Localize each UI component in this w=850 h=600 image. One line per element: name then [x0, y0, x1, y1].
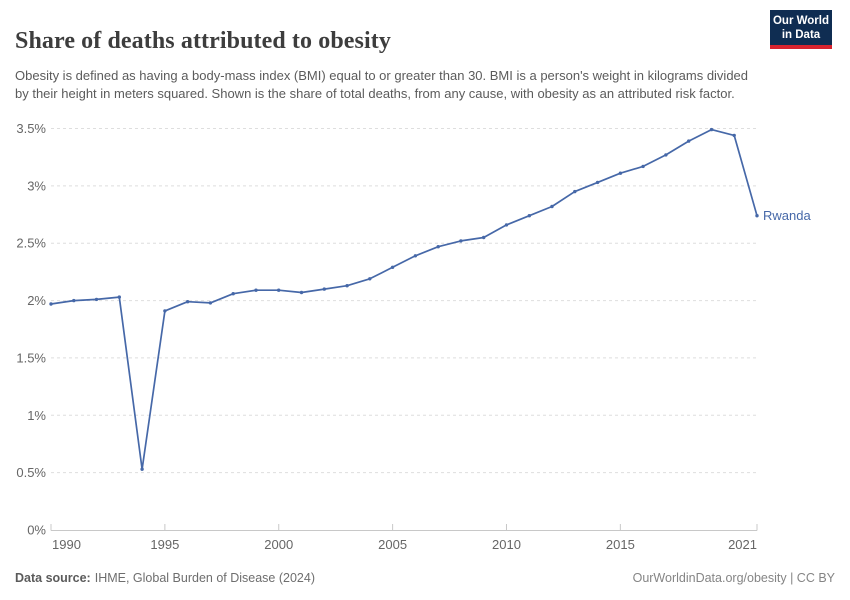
y-axis-tick-label: 3.5% [16, 121, 46, 136]
x-axis-tick-label: 2005 [378, 537, 407, 552]
data-point[interactable] [573, 189, 577, 194]
series-end-label-rwanda[interactable]: Rwanda [763, 208, 811, 223]
x-axis-tick-label: 2010 [492, 537, 521, 552]
data-point[interactable] [595, 180, 600, 185]
x-axis-tick-label: 2021 [728, 537, 757, 552]
data-point[interactable] [550, 204, 554, 209]
data-point[interactable] [482, 235, 486, 240]
owid-logo-line2: in Data [781, 28, 821, 41]
chart-footer: Data source: IHME, Global Burden of Disea… [15, 571, 835, 587]
data-point[interactable] [49, 302, 53, 306]
data-point[interactable] [94, 297, 99, 302]
data-point[interactable] [185, 300, 190, 304]
data-source-note: Data source: IHME, Global Burden of Disea… [15, 571, 315, 585]
data-point[interactable] [345, 284, 349, 288]
x-axis-tick-label: 1990 [52, 537, 81, 552]
y-axis-tick-label: 2% [27, 293, 46, 308]
data-point[interactable] [277, 288, 281, 292]
y-axis-tick-label: 1% [27, 408, 46, 423]
data-point[interactable] [72, 298, 76, 303]
data-point[interactable] [732, 133, 736, 138]
data-point[interactable] [641, 164, 645, 169]
chart-subtitle: Obesity is defined as having a body-mass… [15, 68, 749, 101]
data-point[interactable] [140, 467, 144, 471]
data-point[interactable] [390, 265, 395, 269]
attribution-link[interactable]: OurWorldinData.org/obesity | CC BY [632, 571, 835, 585]
page-title: Share of deaths attributed to obesity [15, 28, 391, 55]
data-source-text: IHME, Global Burden of Disease (2024) [94, 571, 315, 585]
data-point[interactable] [709, 127, 714, 132]
y-axis-tick-label: 0.5% [16, 465, 46, 480]
data-point[interactable] [322, 287, 326, 291]
owid-logo-line1: Our World [772, 14, 829, 27]
data-point[interactable] [527, 214, 531, 218]
y-axis-tick-label: 0% [27, 523, 46, 538]
data-point[interactable] [117, 295, 122, 299]
data-point[interactable] [664, 153, 668, 157]
data-point[interactable] [504, 223, 509, 227]
data-point[interactable] [163, 309, 167, 313]
y-axis-tick-label: 2.5% [16, 236, 46, 251]
data-point[interactable] [231, 292, 235, 296]
series-line-rwanda[interactable] [50, 128, 758, 471]
data-point[interactable] [254, 288, 258, 292]
data-point[interactable] [208, 301, 213, 305]
y-axis-tick-label: 1.5% [16, 350, 46, 365]
data-source-label: Data source: [15, 571, 91, 585]
x-axis-tick-label: 2015 [606, 537, 635, 552]
data-point[interactable] [755, 214, 759, 218]
y-axis-tick-label: 3% [27, 178, 46, 193]
data-point[interactable] [459, 239, 463, 243]
data-point[interactable] [436, 245, 440, 249]
x-axis-tick-label: 1995 [150, 537, 179, 552]
data-point[interactable] [413, 254, 418, 258]
owid-logo[interactable]: Our World in Data [770, 10, 832, 49]
data-point[interactable] [687, 139, 691, 143]
data-point[interactable] [368, 277, 372, 281]
x-axis-tick-label: 2000 [264, 537, 293, 552]
data-point[interactable] [618, 171, 623, 175]
data-point[interactable] [299, 290, 304, 295]
